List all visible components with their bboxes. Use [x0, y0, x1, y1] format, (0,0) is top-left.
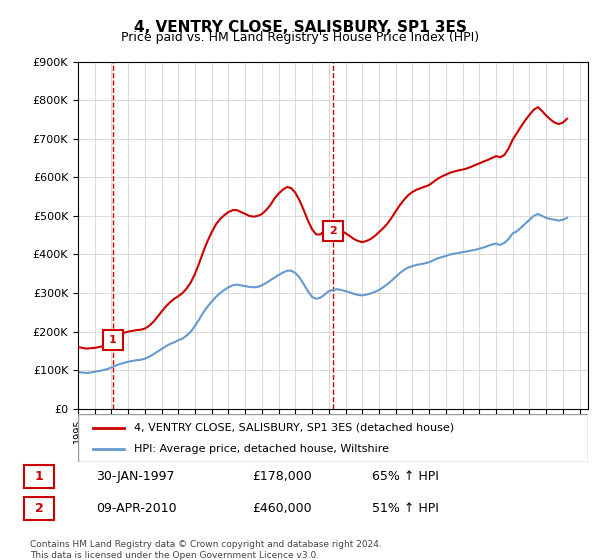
- Text: HPI: Average price, detached house, Wiltshire: HPI: Average price, detached house, Wilt…: [134, 444, 389, 454]
- FancyBboxPatch shape: [78, 414, 588, 462]
- Text: 2: 2: [35, 502, 43, 515]
- Text: 51% ↑ HPI: 51% ↑ HPI: [372, 502, 439, 515]
- Text: Contains HM Land Registry data © Crown copyright and database right 2024.
This d: Contains HM Land Registry data © Crown c…: [30, 540, 382, 560]
- Text: £460,000: £460,000: [252, 502, 311, 515]
- Text: 1: 1: [35, 470, 43, 483]
- Text: Price paid vs. HM Land Registry's House Price Index (HPI): Price paid vs. HM Land Registry's House …: [121, 31, 479, 44]
- Text: 2: 2: [329, 226, 337, 236]
- Text: £178,000: £178,000: [252, 470, 312, 483]
- Text: 4, VENTRY CLOSE, SALISBURY, SP1 3ES (detached house): 4, VENTRY CLOSE, SALISBURY, SP1 3ES (det…: [134, 423, 454, 433]
- Text: 4, VENTRY CLOSE, SALISBURY, SP1 3ES: 4, VENTRY CLOSE, SALISBURY, SP1 3ES: [134, 20, 466, 35]
- Text: 09-APR-2010: 09-APR-2010: [96, 502, 176, 515]
- Text: 30-JAN-1997: 30-JAN-1997: [96, 470, 175, 483]
- Text: 65% ↑ HPI: 65% ↑ HPI: [372, 470, 439, 483]
- FancyBboxPatch shape: [24, 465, 54, 488]
- Text: 1: 1: [109, 335, 116, 345]
- FancyBboxPatch shape: [24, 497, 54, 520]
